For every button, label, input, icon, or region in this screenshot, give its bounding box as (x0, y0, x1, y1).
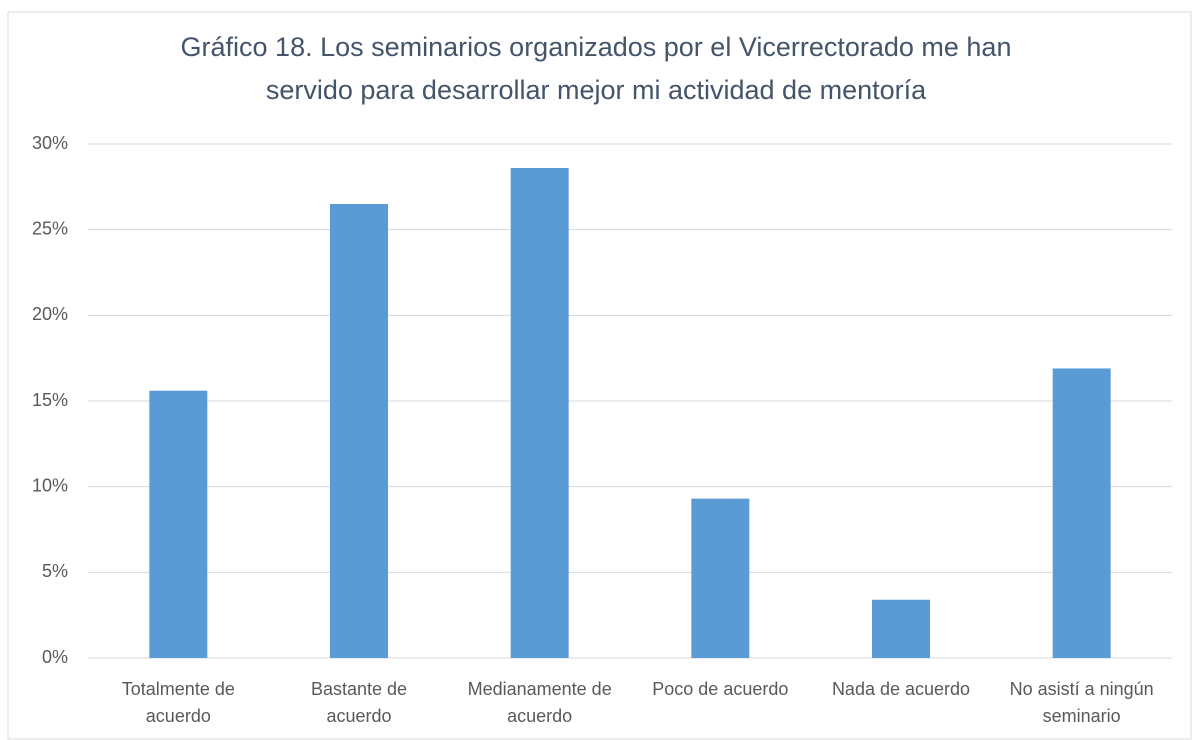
x-tick-label: seminario (1043, 706, 1121, 726)
y-tick-label: 30% (32, 133, 68, 153)
x-tick-label: acuerdo (146, 706, 211, 726)
x-tick-label: Totalmente de (122, 679, 235, 699)
x-tick-label: No asistí a ningún (1010, 679, 1154, 699)
bar (872, 599, 930, 658)
bar (149, 390, 208, 658)
x-tick-label: Nada de acuerdo (832, 679, 970, 699)
x-tick-label: acuerdo (326, 706, 391, 726)
y-tick-label: 5% (42, 561, 68, 581)
chart-title: servido para desarrollar mejor mi activi… (266, 75, 927, 105)
y-tick-label: 10% (32, 475, 68, 495)
x-tick-label: acuerdo (507, 706, 572, 726)
x-tick-label: Medianamente de (468, 679, 612, 699)
x-tick-label: Bastante de (311, 679, 407, 699)
chart-title: Gráfico 18. Los seminarios organizados p… (181, 32, 1012, 62)
bar (510, 167, 569, 658)
y-tick-label: 0% (42, 647, 68, 667)
y-tick-label: 20% (32, 304, 68, 324)
y-tick-label: 25% (32, 218, 68, 238)
bar (1052, 368, 1111, 658)
x-tick-label: Poco de acuerdo (652, 679, 788, 699)
bar (691, 498, 750, 658)
y-tick-label: 15% (32, 390, 68, 410)
bar (330, 203, 388, 658)
